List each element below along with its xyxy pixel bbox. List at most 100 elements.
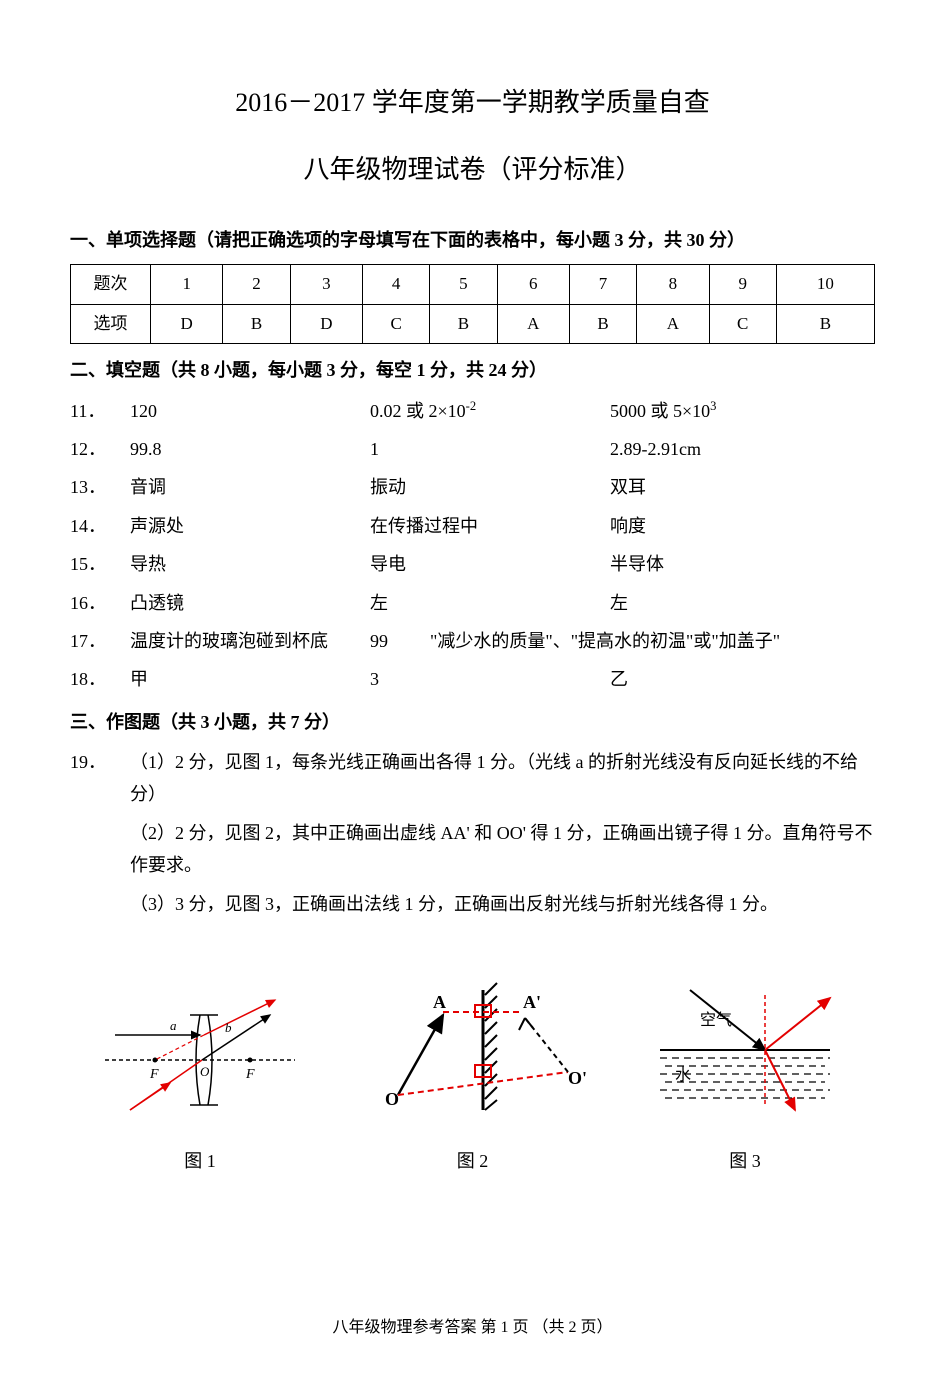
table-cell: 1	[151, 264, 223, 304]
fill-answer: 在传播过程中	[370, 510, 610, 542]
figure-3: 空气 水 图 3	[635, 980, 855, 1178]
fill-in-blank-container: 11．1200.02 或 2×10-25000 或 5×10312．99.812…	[70, 395, 875, 696]
figure-caption-3: 图 3	[635, 1145, 855, 1177]
q19-number: 19．	[70, 746, 130, 811]
label-O-prime: O'	[568, 1068, 587, 1088]
fill-answer: 乙	[610, 663, 875, 695]
fill-row: 14．声源处在传播过程中响度	[70, 510, 875, 542]
label-O: O	[385, 1089, 399, 1109]
table-cell: 9	[709, 264, 776, 304]
table-cell: 7	[569, 264, 636, 304]
document-title-line1: 2016－2017 学年度第一学期教学质量自查	[70, 80, 875, 127]
q19-text: （1）2 分，见图 1，每条光线正确画出各得 1 分。（光线 a 的折射光线没有…	[130, 746, 875, 811]
q19-item-2: （2）2 分，见图 2，其中正确画出虚线 AA' 和 OO' 得 1 分，正确画…	[130, 817, 875, 882]
figure-caption-2: 图 2	[363, 1145, 583, 1177]
fill-answer: 5000 或 5×103	[610, 395, 875, 427]
table-cell: C	[709, 304, 776, 344]
q19-text: （2）2 分，见图 2，其中正确画出虚线 AA' 和 OO' 得 1 分，正确画…	[130, 817, 875, 882]
fill-row: 13．音调振动双耳	[70, 471, 875, 503]
label-b: b	[225, 1020, 232, 1035]
label-a: a	[170, 1018, 177, 1033]
fill-answer: 凸透镜	[130, 587, 370, 619]
table-cell: 4	[363, 264, 430, 304]
table-cell: 5	[430, 264, 497, 304]
table-cell: B	[569, 304, 636, 344]
fill-answer: 0.02 或 2×10-2	[370, 395, 610, 427]
fill-answer: 温度计的玻璃泡碰到杯底	[130, 625, 370, 657]
fill-answer: 音调	[130, 471, 370, 503]
table-header-cell: 题次	[71, 264, 151, 304]
fill-question-number: 13．	[70, 471, 130, 503]
figure-2: A O A' O' 图 2	[363, 980, 583, 1178]
fill-answer: 双耳	[610, 471, 875, 503]
table-cell: B	[223, 304, 290, 344]
table-cell: 6	[497, 264, 569, 304]
label-F-left: F	[149, 1067, 159, 1082]
fill-question-number: 12．	[70, 433, 130, 465]
fill-answer: 1	[370, 433, 610, 465]
fill-answer: "减少水的质量"、"提高水的初温"或"加盖子"	[430, 625, 875, 657]
label-water: 水	[675, 1066, 691, 1084]
fill-row: 15．导热导电半导体	[70, 548, 875, 580]
fill-answer: 甲	[130, 663, 370, 695]
fill-answer: 2.89-2.91cm	[610, 433, 875, 465]
fill-answer: 120	[130, 395, 370, 427]
lens-diagram-icon: F O F a b	[100, 980, 300, 1120]
fill-answer: 导电	[370, 548, 610, 580]
q19-text: （3）3 分，见图 3，正确画出法线 1 分，正确画出反射光线与折射光线各得 1…	[130, 888, 875, 920]
fill-question-number: 18．	[70, 663, 130, 695]
table-cell: B	[430, 304, 497, 344]
figure-caption-1: 图 1	[90, 1145, 310, 1177]
refraction-diagram-icon: 空气 水	[645, 980, 845, 1120]
table-cell: A	[637, 304, 709, 344]
label-A-prime: A'	[523, 992, 541, 1012]
fill-question-number: 15．	[70, 548, 130, 580]
fill-answer: 声源处	[130, 510, 370, 542]
section1-heading: 一、单项选择题（请把正确选项的字母填写在下面的表格中，每小题 3 分，共 30 …	[70, 224, 875, 256]
label-O: O	[200, 1064, 210, 1079]
fill-answer: 99.8	[130, 433, 370, 465]
fill-answer: 3	[370, 663, 610, 695]
label-F-right: F	[245, 1067, 255, 1082]
fill-row: 12．99.812.89-2.91cm	[70, 433, 875, 465]
figure-1: F O F a b 图 1	[90, 980, 310, 1178]
table-cell: A	[497, 304, 569, 344]
fill-row: 11．1200.02 或 2×10-25000 或 5×103	[70, 395, 875, 427]
table-row: 题次 1 2 3 4 5 6 7 8 9 10	[71, 264, 875, 304]
table-cell: D	[290, 304, 362, 344]
section2-heading: 二、填空题（共 8 小题，每小题 3 分，每空 1 分，共 24 分）	[70, 354, 875, 386]
document-title-line2: 八年级物理试卷（评分标准）	[70, 147, 875, 194]
fill-answer: 导热	[130, 548, 370, 580]
table-cell: 8	[637, 264, 709, 304]
fill-answer: 半导体	[610, 548, 875, 580]
fill-question-number: 16．	[70, 587, 130, 619]
fill-answer: 响度	[610, 510, 875, 542]
table-cell: 10	[776, 264, 874, 304]
mc-answer-table: 题次 1 2 3 4 5 6 7 8 9 10 选项 D B D C B A B…	[70, 264, 875, 344]
q19-item-1: 19． （1）2 分，见图 1，每条光线正确画出各得 1 分。（光线 a 的折射…	[70, 746, 875, 811]
fill-question-number: 11．	[70, 395, 130, 427]
mirror-diagram-icon: A O A' O'	[363, 980, 603, 1120]
fill-answer: 左	[370, 587, 610, 619]
table-cell: 2	[223, 264, 290, 304]
fill-answer: 99	[370, 625, 430, 657]
figures-row: F O F a b 图 1	[70, 980, 875, 1178]
fill-answer: 振动	[370, 471, 610, 503]
fill-question-number: 17．	[70, 625, 130, 657]
section3-heading: 三、作图题（共 3 小题，共 7 分）	[70, 706, 875, 738]
fill-row: 16．凸透镜左左	[70, 587, 875, 619]
label-air: 空气	[700, 1011, 732, 1029]
table-cell: B	[776, 304, 874, 344]
fill-answer: 左	[610, 587, 875, 619]
table-header-cell: 选项	[71, 304, 151, 344]
table-row: 选项 D B D C B A B A C B	[71, 304, 875, 344]
table-cell: C	[363, 304, 430, 344]
fill-question-number: 14．	[70, 510, 130, 542]
q19-item-3: （3）3 分，见图 3，正确画出法线 1 分，正确画出反射光线与折射光线各得 1…	[130, 888, 875, 920]
table-cell: 3	[290, 264, 362, 304]
label-A: A	[433, 992, 446, 1012]
fill-row: 18．甲3乙	[70, 663, 875, 695]
table-cell: D	[151, 304, 223, 344]
page-footer: 八年级物理参考答案 第 1 页 （共 2 页）	[0, 1314, 945, 1343]
fill-row: 17．温度计的玻璃泡碰到杯底99"减少水的质量"、"提高水的初温"或"加盖子"	[70, 625, 875, 657]
